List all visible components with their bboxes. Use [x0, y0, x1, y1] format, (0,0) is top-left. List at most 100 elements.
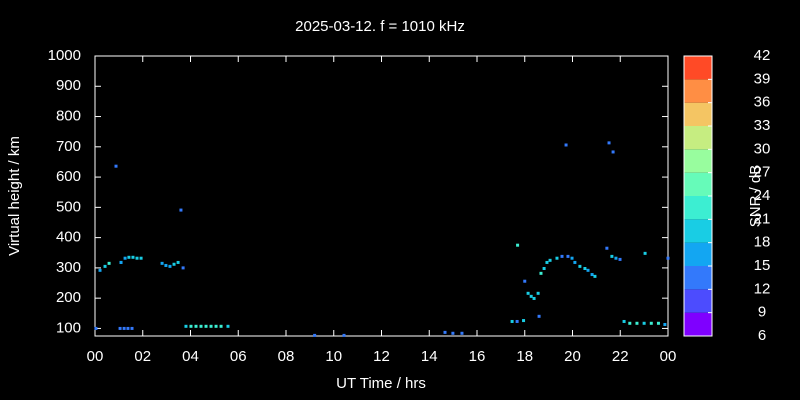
data-point [204, 324, 208, 328]
data-point [643, 251, 647, 255]
colorbar-band [684, 79, 712, 103]
x-tick-label: 22 [612, 348, 629, 365]
data-point [605, 246, 609, 250]
x-tick-label: 10 [325, 348, 342, 365]
data-point [649, 321, 653, 325]
x-axis-label: UT Time / hrs [336, 375, 426, 392]
data-point [443, 330, 447, 334]
x-tick-label: 06 [230, 348, 247, 365]
data-point [194, 324, 198, 328]
data-point [172, 262, 176, 266]
data-point [510, 319, 514, 323]
y-tick-label: 500 [56, 198, 81, 215]
colorbar-tick-label: 12 [754, 280, 771, 297]
data-point [622, 319, 626, 323]
data-point [586, 268, 590, 272]
data-point [548, 258, 552, 262]
colorbar-band [684, 219, 712, 243]
data-point [532, 296, 536, 300]
data-point [313, 333, 317, 337]
x-tick-label: 00 [660, 348, 677, 365]
data-point [539, 271, 543, 275]
x-tick-label: 12 [373, 348, 390, 365]
data-point [126, 326, 130, 330]
colorbar-tick-label: 36 [754, 94, 771, 111]
data-point [573, 260, 577, 264]
colorbar-band [684, 56, 712, 80]
data-point [107, 261, 111, 265]
y-tick-label: 400 [56, 229, 81, 246]
colorbar-label: SNR / dB [747, 165, 764, 228]
data-point [570, 256, 574, 260]
data-point [536, 291, 540, 295]
data-point [219, 324, 223, 328]
data-point [545, 260, 549, 264]
x-tick-label: 04 [182, 348, 199, 365]
colorbar-band [684, 196, 712, 220]
data-point [542, 266, 546, 270]
data-point [618, 257, 622, 261]
chart-title: 2025-03-12. f = 1010 kHz [295, 18, 465, 35]
x-tick-label: 08 [278, 348, 295, 365]
data-point [610, 254, 614, 258]
colorbar-band [684, 102, 712, 126]
colorbar-tick-label: 33 [754, 117, 771, 134]
data-point [130, 326, 134, 330]
data-point [164, 263, 168, 267]
data-point [635, 321, 639, 325]
colorbar-tick-label: 27 [754, 164, 771, 181]
data-point [123, 256, 127, 260]
colorbar-tick-label: 6 [758, 327, 766, 344]
data-point [611, 150, 615, 154]
colorbar-band [684, 126, 712, 150]
colorbar-tick-label: 39 [754, 70, 771, 87]
data-point [114, 164, 118, 168]
data-point [127, 255, 131, 259]
data-point [199, 324, 203, 328]
data-point [181, 266, 185, 270]
data-point [516, 243, 520, 247]
data-point [590, 273, 594, 277]
data-point [537, 314, 541, 318]
colorbar-tick-label: 9 [758, 304, 766, 321]
data-point [607, 141, 611, 145]
data-point [118, 326, 122, 330]
data-point [566, 254, 570, 258]
data-point [564, 143, 568, 147]
data-point [103, 264, 107, 268]
colorbar-tick-label: 30 [754, 140, 771, 157]
x-tick-label: 00 [87, 348, 104, 365]
data-point [666, 256, 670, 260]
data-point [515, 319, 519, 323]
y-tick-label: 900 [56, 77, 81, 94]
data-point [529, 294, 533, 298]
x-tick-label: 14 [421, 348, 438, 365]
y-tick-label: 200 [56, 289, 81, 306]
colorbar-band [684, 312, 712, 336]
x-tick-label: 18 [516, 348, 533, 365]
colorbar-band [684, 149, 712, 173]
data-point [94, 326, 98, 330]
x-tick-label: 02 [134, 348, 151, 365]
data-point [523, 279, 527, 283]
data-point [460, 331, 464, 335]
data-point [555, 256, 559, 260]
data-point [451, 331, 455, 335]
data-point [184, 324, 188, 328]
colorbar-tick-label: 42 [754, 47, 771, 64]
x-tick-label: 16 [469, 348, 486, 365]
data-point [342, 333, 346, 337]
colorbar-tick-label: 24 [754, 187, 771, 204]
colorbar-band [684, 266, 712, 290]
data-point [578, 264, 582, 268]
x-tick-label: 20 [564, 348, 581, 365]
data-point [98, 268, 102, 272]
data-point [593, 274, 597, 278]
data-point [214, 324, 218, 328]
y-axis-label: Virtual height / km [6, 136, 23, 256]
data-point [209, 324, 213, 328]
data-point [526, 291, 530, 295]
